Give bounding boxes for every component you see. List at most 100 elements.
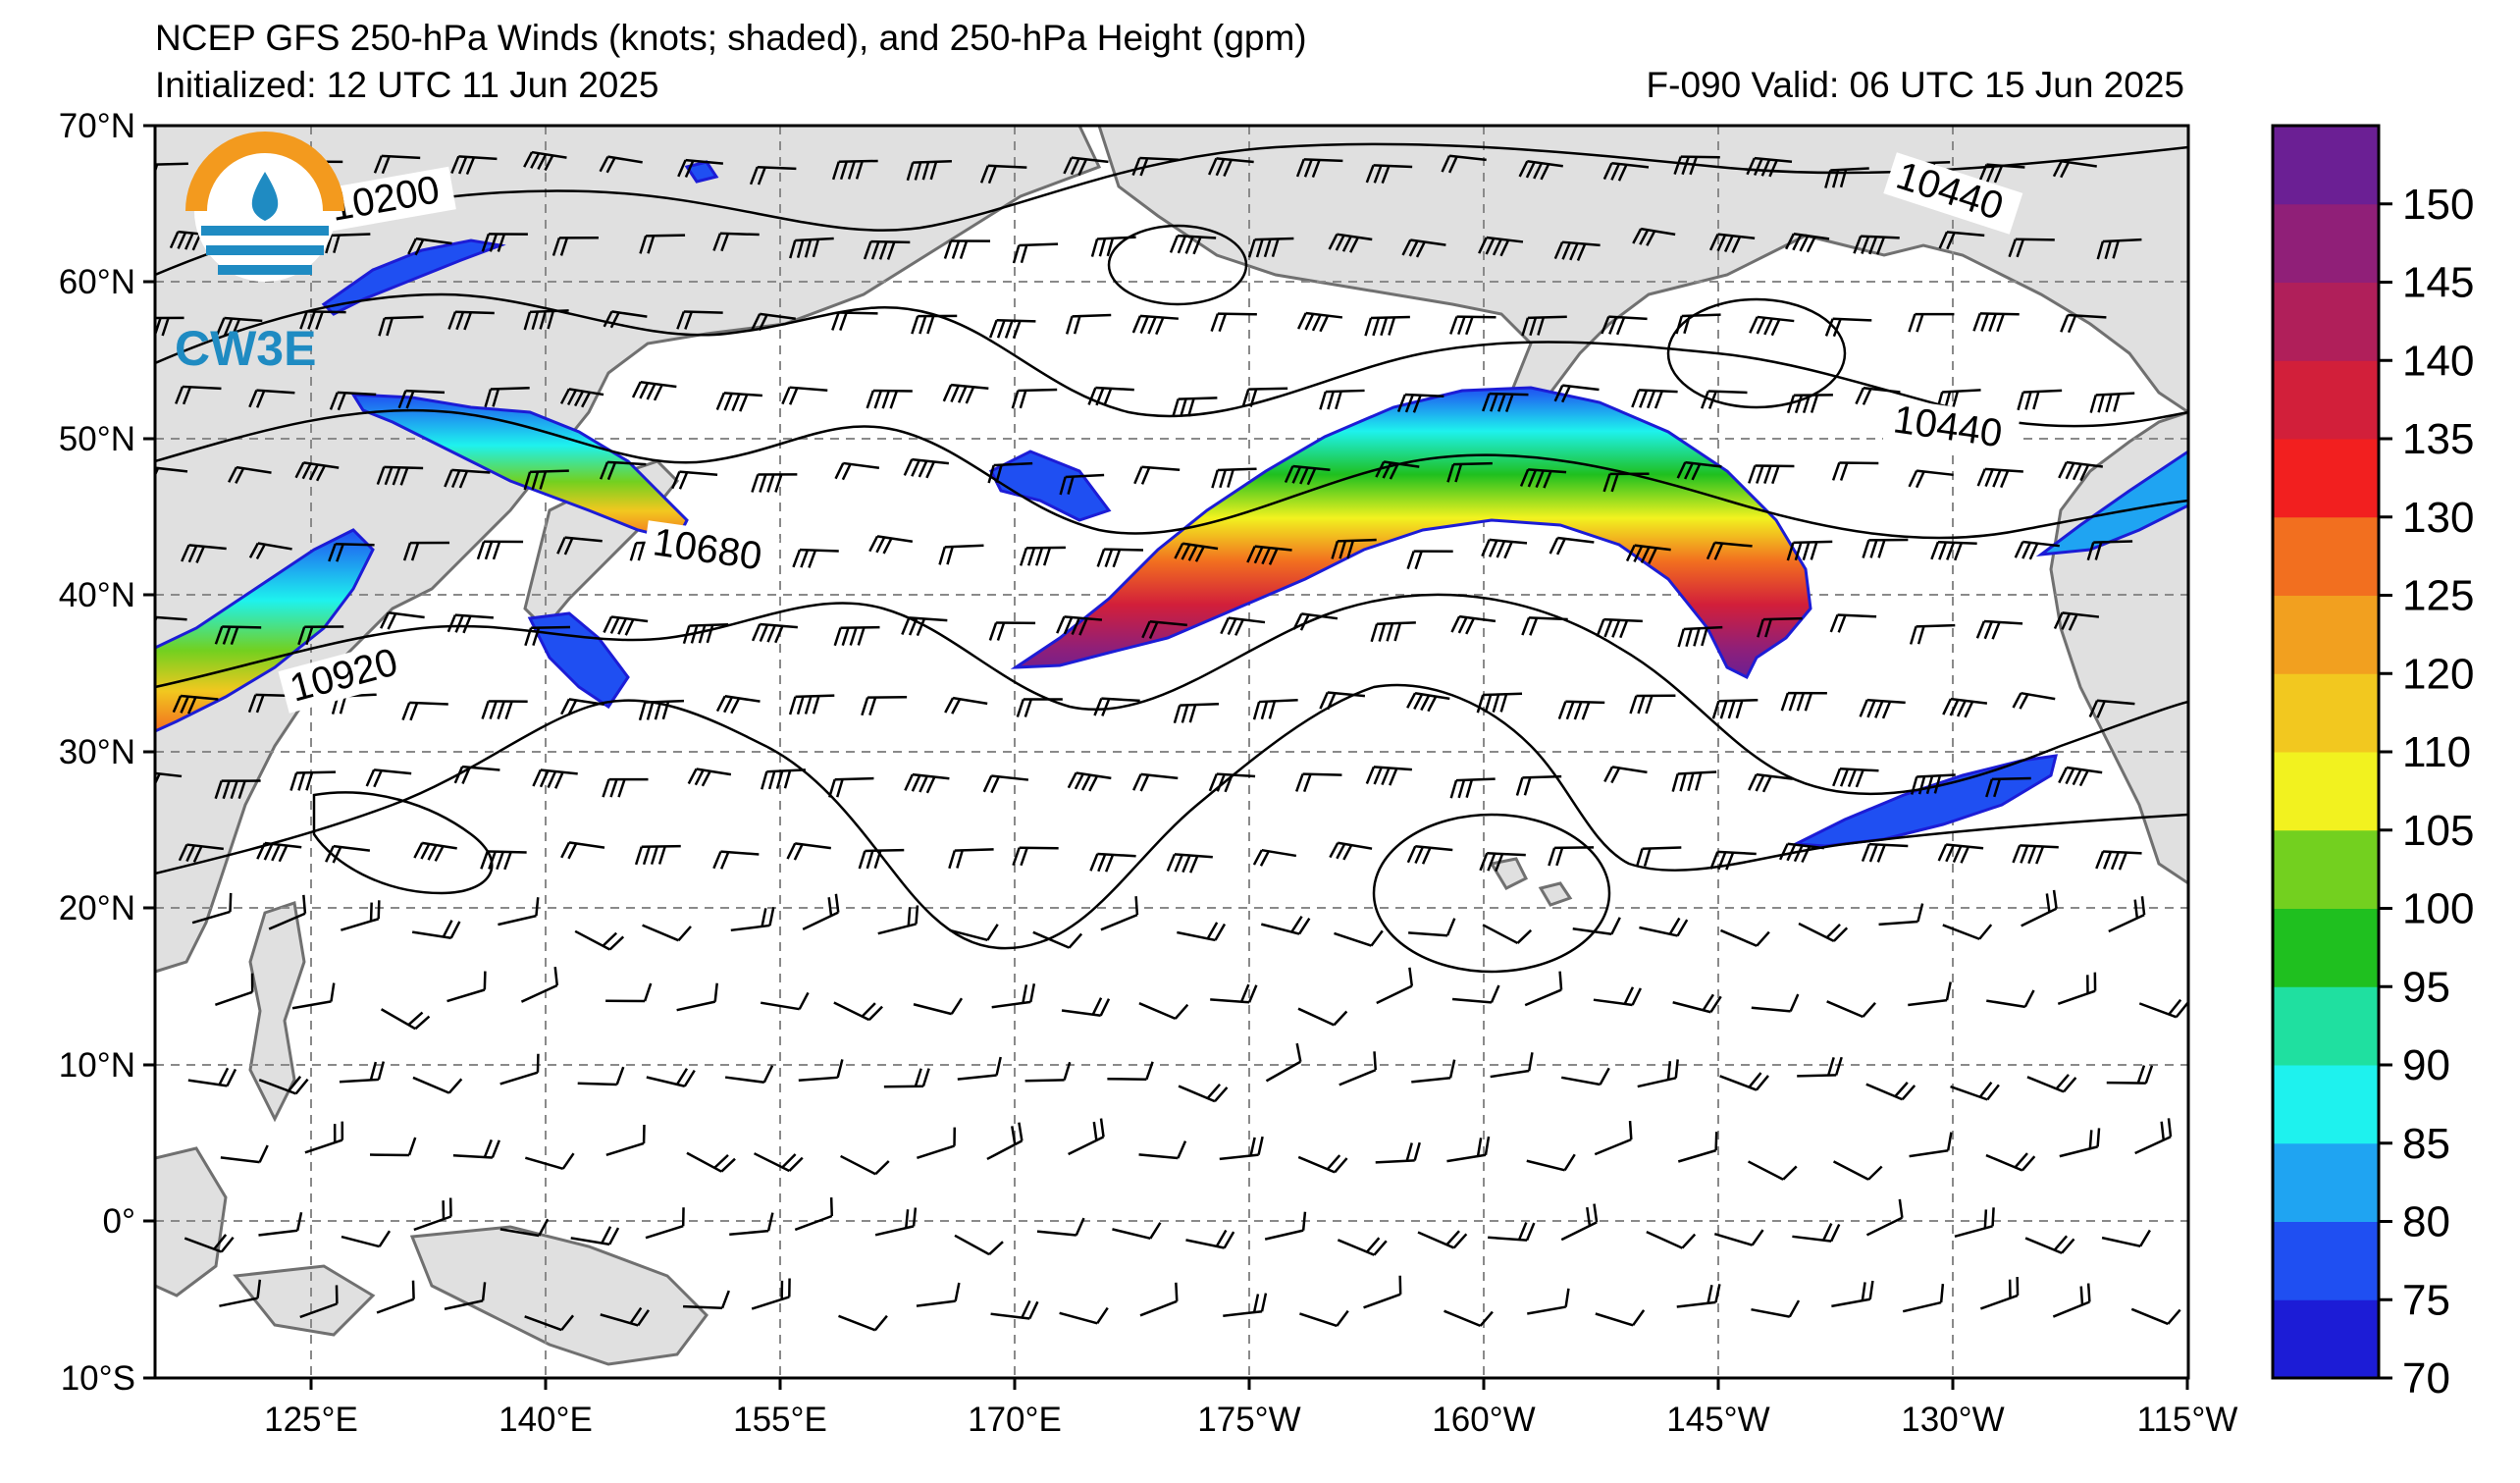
wind-barb xyxy=(1708,233,1756,253)
wind-barb xyxy=(1824,167,1869,188)
wind-barb xyxy=(1757,616,1803,638)
wind-barb xyxy=(724,1065,774,1084)
wind-barb xyxy=(600,1306,650,1327)
wind-barb xyxy=(638,699,684,721)
wind-barb xyxy=(447,310,495,331)
wind-barb xyxy=(1859,698,1906,719)
wind-barb xyxy=(1549,536,1595,556)
wind-barb xyxy=(450,155,498,176)
wind-barb xyxy=(365,768,412,788)
wind-barb xyxy=(1363,1275,1402,1309)
wind-barb xyxy=(1672,993,1722,1014)
wind-barb xyxy=(1706,541,1753,560)
wind-barb xyxy=(1299,1309,1349,1328)
wind-barb xyxy=(524,625,571,647)
wind-barb xyxy=(523,309,569,331)
wind-barb xyxy=(1208,772,1256,793)
wind-barb xyxy=(751,312,796,332)
colorbar-swatch-7 xyxy=(2273,752,2379,831)
new-guinea-landmass xyxy=(409,1225,709,1366)
wind-barb xyxy=(1482,924,1533,945)
wind-barb xyxy=(1631,389,1678,409)
wind-barb xyxy=(1177,922,1227,942)
wind-barb xyxy=(248,542,292,560)
colorbar-swatch-1 xyxy=(2273,1221,2379,1300)
wind-barb xyxy=(753,1152,804,1173)
lon-label-125e: 125°E xyxy=(264,1401,358,1439)
wind-barb xyxy=(2058,766,2103,787)
wind-barb xyxy=(676,310,723,330)
colorbar-label-150: 150 xyxy=(2402,181,2474,229)
wind-barb xyxy=(1036,1217,1085,1237)
wind-barb xyxy=(712,232,760,252)
wind-barb xyxy=(1223,1293,1268,1317)
wind-barb xyxy=(1087,386,1134,406)
wind-barb xyxy=(1138,1140,1187,1160)
wind-barb xyxy=(376,465,424,486)
lat-label-20n: 20°N xyxy=(59,889,135,927)
wind-barb xyxy=(1527,1288,1570,1315)
wind-barb xyxy=(1138,1002,1189,1021)
wind-barb xyxy=(1406,844,1453,865)
wind-barb xyxy=(220,1144,269,1164)
colorbar-swatch-10 xyxy=(2273,516,2379,596)
wind-barb xyxy=(599,155,643,174)
wind-barb xyxy=(858,848,905,870)
wind-barb xyxy=(605,982,653,1003)
wind-barb xyxy=(1063,156,1109,177)
wind-barb xyxy=(631,380,677,401)
wind-barb xyxy=(1376,967,1414,1005)
wind-barb xyxy=(2021,889,2058,927)
colorbar-swatch-6 xyxy=(2273,829,2379,909)
wind-barb xyxy=(1637,1059,1679,1088)
jet-core-central-pacific xyxy=(1010,386,1812,680)
wind-barb xyxy=(1601,315,1648,336)
wind-barb xyxy=(1449,315,1496,336)
wind-barb xyxy=(1207,157,1254,177)
wind-barb xyxy=(1593,986,1643,1007)
wind-barb xyxy=(325,844,371,864)
hawaii-islands xyxy=(1489,857,1573,907)
wind-barb xyxy=(413,1197,452,1232)
wind-barb xyxy=(761,768,806,790)
wind-barb xyxy=(642,924,692,942)
wind-barb xyxy=(181,544,227,563)
wind-barb xyxy=(329,391,377,411)
wind-barb xyxy=(1252,698,1298,720)
wind-barb xyxy=(982,774,1029,794)
wind-barb xyxy=(831,159,878,181)
wind-barb xyxy=(1012,242,1059,264)
wind-barb xyxy=(786,842,831,861)
wind-barb xyxy=(1865,1198,1904,1237)
wind-barb xyxy=(749,165,797,185)
wind-barb xyxy=(987,461,1033,484)
wind-barb xyxy=(1829,613,1877,633)
wind-barb xyxy=(1719,928,1770,947)
colorbar-label-120: 120 xyxy=(2402,650,2474,698)
wind-barb xyxy=(1780,691,1827,712)
wind-barb xyxy=(1878,903,1924,927)
wind-barb xyxy=(1572,917,1621,936)
wind-barb xyxy=(751,473,798,493)
wind-barb xyxy=(1826,1000,1876,1019)
lon-label-160w: 160°W xyxy=(1432,1401,1535,1439)
wind-barb xyxy=(476,540,524,560)
wind-barb xyxy=(1709,850,1757,871)
wind-barb xyxy=(499,1053,540,1086)
wind-barb xyxy=(781,386,828,405)
wind-barb xyxy=(831,311,878,331)
wind-barb xyxy=(1786,394,1833,414)
wind-barbs xyxy=(155,150,2188,1332)
wind-barb xyxy=(248,389,295,408)
wind-barb xyxy=(2108,896,2146,933)
wind-barb xyxy=(1375,1141,1421,1164)
wind-barb xyxy=(1032,930,1083,949)
wind-barb xyxy=(524,1314,575,1332)
wind-barb xyxy=(1711,699,1759,719)
wind-barb xyxy=(184,1234,235,1253)
wind-barb xyxy=(986,1122,1024,1161)
wind-barb xyxy=(299,310,346,330)
wind-barb xyxy=(906,159,952,182)
wind-barb xyxy=(903,457,950,479)
wind-barb xyxy=(1296,311,1343,333)
